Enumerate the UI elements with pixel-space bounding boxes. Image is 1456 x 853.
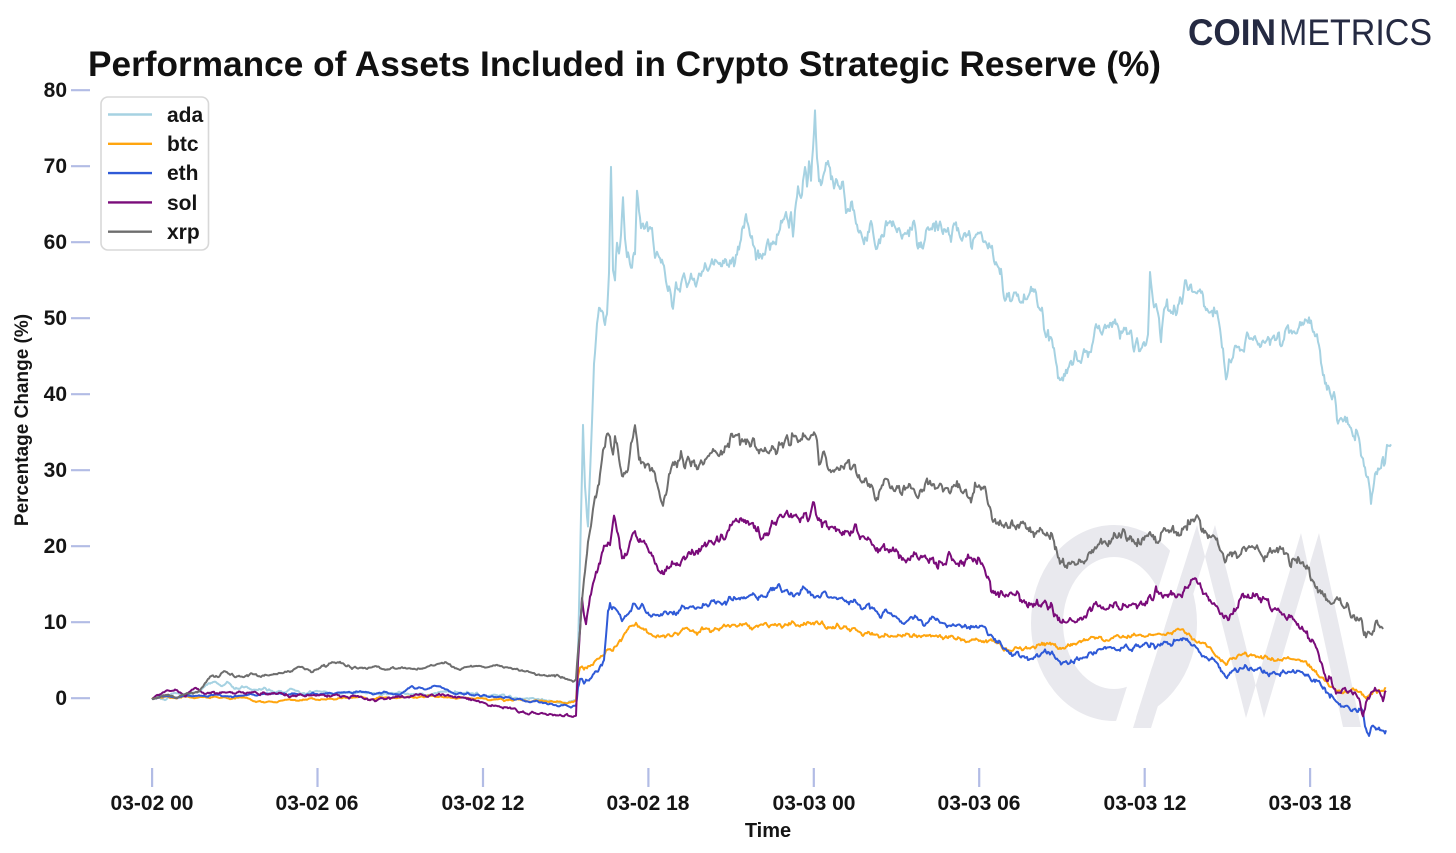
svg-text:btc: btc [167,133,199,156]
svg-text:03-03 06: 03-03 06 [938,792,1021,815]
svg-text:50: 50 [44,307,67,330]
svg-text:sol: sol [167,192,197,215]
svg-text:Time: Time [745,820,791,842]
svg-text:10: 10 [44,611,67,634]
svg-text:70: 70 [44,155,67,178]
svg-text:COIN: COIN [1188,12,1276,53]
svg-text:80: 80 [44,79,67,102]
svg-text:60: 60 [44,231,67,254]
svg-text:03-02 12: 03-02 12 [442,792,525,815]
svg-text:ada: ada [167,104,204,127]
svg-text:03-02 18: 03-02 18 [607,792,690,815]
svg-text:03-03 18: 03-03 18 [1269,792,1352,815]
svg-text:xrp: xrp [167,221,200,244]
svg-text:Performance of Assets Included: Performance of Assets Included in Crypto… [88,45,1161,84]
svg-text:03-02 06: 03-02 06 [276,792,359,815]
svg-text:eth: eth [167,162,199,185]
svg-text:03-03 12: 03-03 12 [1104,792,1187,815]
svg-text:03-03 00: 03-03 00 [773,792,856,815]
svg-text:03-02 00: 03-02 00 [111,792,194,815]
svg-text:METRICS: METRICS [1279,12,1432,53]
svg-text:40: 40 [44,383,67,406]
svg-text:20: 20 [44,535,67,558]
svg-text:30: 30 [44,459,67,482]
svg-text:Percentage Change (%): Percentage Change (%) [12,314,33,526]
svg-text:0: 0 [55,687,67,710]
